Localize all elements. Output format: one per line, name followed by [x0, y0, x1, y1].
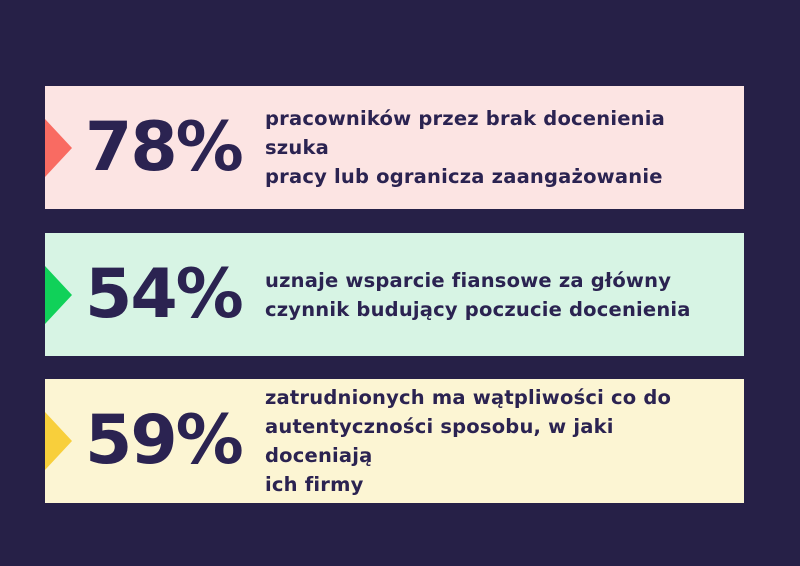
stat-value: 54%: [85, 254, 244, 334]
stat-description-line: pracy lub ogranicza zaangażowanie: [265, 165, 663, 188]
stat-description: uznaje wsparcie fiansowe za główny czynn…: [265, 266, 727, 324]
arrow-right-icon: [45, 412, 72, 470]
stat-row-54: 54% uznaje wsparcie fiansowe za główny c…: [45, 233, 744, 356]
stat-description-line: uznaje wsparcie fiansowe za główny: [265, 268, 672, 292]
stat-description-line: czynnik budujący poczucie docenienia: [265, 297, 691, 321]
stat-row-78: 78% pracowników przez brak docenienia sz…: [45, 86, 744, 209]
stat-description-line: pracowników przez brak docenienia szuka: [265, 107, 665, 159]
stat-value: 78%: [85, 107, 244, 187]
arrow-right-icon: [45, 118, 72, 177]
stat-description-line: autentyczności sposobu, w jaki doceniają: [265, 415, 614, 467]
stat-description: pracowników przez brak docenienia szuka …: [265, 104, 727, 191]
arrow-right-icon: [45, 265, 72, 324]
stat-description-line: zatrudnionych ma wątpliwości co do: [265, 386, 672, 409]
stat-description-line: ich firmy: [265, 473, 364, 496]
stat-value: 59%: [85, 401, 244, 480]
stat-description: zatrudnionych ma wątpliwości co do auten…: [265, 383, 727, 499]
stat-row-59: 59% zatrudnionych ma wątpliwości co do a…: [45, 379, 744, 503]
